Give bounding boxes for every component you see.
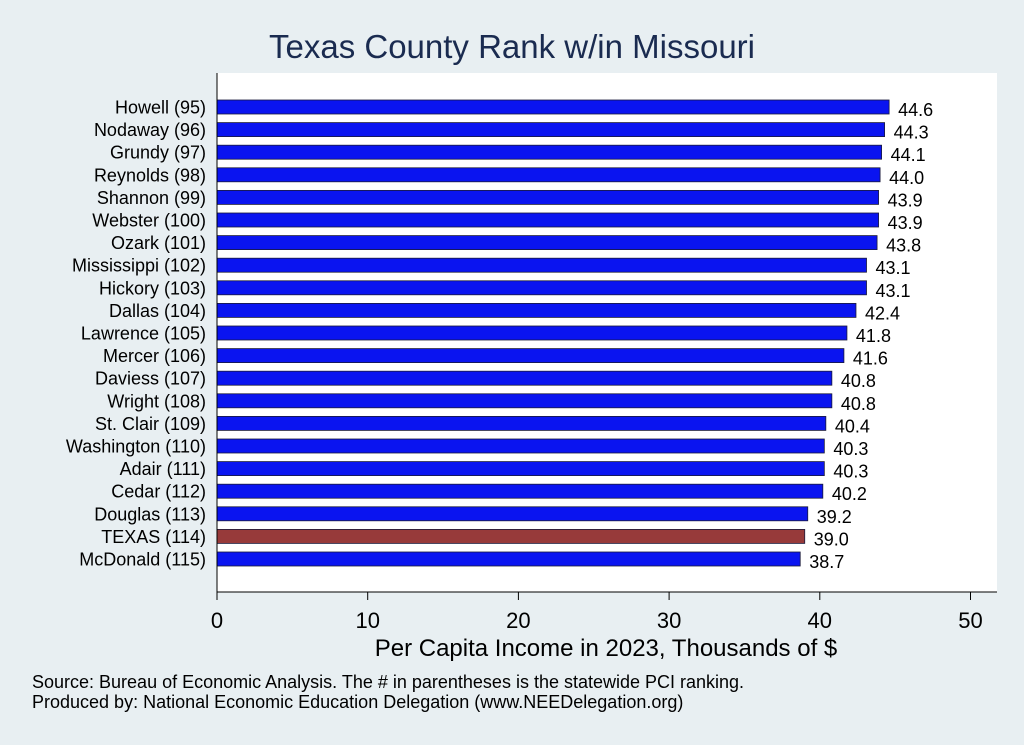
category-label: St. Clair (109) [95, 414, 206, 434]
bar [216, 506, 809, 522]
bar [216, 461, 825, 477]
bar [216, 529, 806, 544]
category-label: Ozark (101) [111, 233, 206, 253]
x-axis-label: Per Capita Income in 2023, Thousands of … [375, 635, 838, 662]
value-label: 40.8 [841, 371, 876, 391]
value-label: 40.4 [835, 416, 870, 436]
category-label: TEXAS (114) [101, 527, 206, 547]
bars-group [216, 99, 890, 567]
category-label: Dallas (104) [109, 301, 206, 321]
category-label: Douglas (113) [94, 504, 206, 524]
bar [216, 483, 824, 499]
value-label: 38.7 [809, 552, 844, 572]
chart-title: Texas County Rank w/in Missouri [269, 28, 755, 65]
category-label: Nodaway (96) [94, 120, 206, 140]
bar [216, 438, 825, 454]
category-label: Daviess (107) [95, 369, 206, 389]
value-label: 44.1 [891, 145, 926, 165]
bar [216, 167, 881, 183]
produced-by-note: Produced by: National Economic Education… [32, 692, 684, 712]
category-label: Adair (111) [120, 459, 206, 479]
value-label: 43.9 [888, 190, 923, 210]
bar [216, 99, 890, 115]
bar [216, 280, 867, 296]
category-label: Washington (110) [66, 437, 206, 457]
bar [216, 257, 867, 273]
category-label: Howell (95) [115, 98, 206, 118]
value-label: 44.0 [889, 168, 924, 188]
x-tick-label: 50 [958, 608, 982, 633]
value-label: 44.3 [894, 123, 929, 143]
category-label: Lawrence (105) [81, 324, 206, 344]
category-label: McDonald (115) [79, 550, 206, 570]
value-labels-group: 44.644.344.144.043.943.943.843.143.142.4… [809, 100, 933, 572]
x-tick-label: 40 [808, 608, 832, 633]
category-label: Wright (108) [107, 391, 206, 411]
category-label: Mercer (106) [103, 346, 206, 366]
value-label: 40.3 [833, 462, 868, 482]
bar [216, 370, 833, 386]
value-label: 41.6 [853, 349, 888, 369]
bar [216, 415, 827, 431]
source-note: Source: Bureau of Economic Analysis. The… [32, 672, 745, 692]
value-label: 41.8 [856, 326, 891, 346]
bar [216, 212, 879, 228]
value-label: 44.6 [898, 100, 933, 120]
bar [216, 348, 845, 364]
x-ticks-group: 0 10 20 30 40 50 [211, 592, 983, 633]
category-label: Hickory (103) [99, 278, 206, 298]
bar [216, 325, 848, 341]
value-label: 40.3 [833, 439, 868, 459]
value-label: 40.2 [832, 484, 867, 504]
bar [216, 551, 801, 567]
category-label: Reynolds (98) [94, 165, 206, 185]
category-label: Webster (100) [92, 211, 206, 231]
value-label: 39.2 [817, 507, 852, 527]
category-label: Cedar (112) [111, 482, 206, 502]
value-label: 43.8 [886, 236, 921, 256]
bar [216, 122, 886, 137]
x-tick-label: 30 [657, 608, 681, 633]
bar [216, 393, 833, 409]
value-label: 40.8 [841, 394, 876, 414]
category-label: Grundy (97) [110, 143, 206, 163]
x-tick-label: 20 [506, 608, 530, 633]
value-label: 43.1 [876, 258, 911, 278]
x-tick-label: 10 [355, 608, 379, 633]
category-label: Mississippi (102) [72, 256, 206, 276]
value-label: 42.4 [865, 303, 900, 323]
bar [216, 235, 878, 251]
category-labels-group: Howell (95)Nodaway (96) Grundy (97)Reynol… [66, 98, 206, 570]
x-tick-label: 0 [211, 608, 223, 633]
bar [216, 144, 882, 160]
axes-group [216, 73, 997, 593]
value-label: 39.0 [814, 529, 849, 549]
value-label: 43.9 [888, 213, 923, 233]
category-label: Shannon (99) [97, 188, 206, 208]
bar [216, 189, 879, 205]
bar [216, 302, 857, 318]
value-label: 43.1 [876, 281, 911, 301]
